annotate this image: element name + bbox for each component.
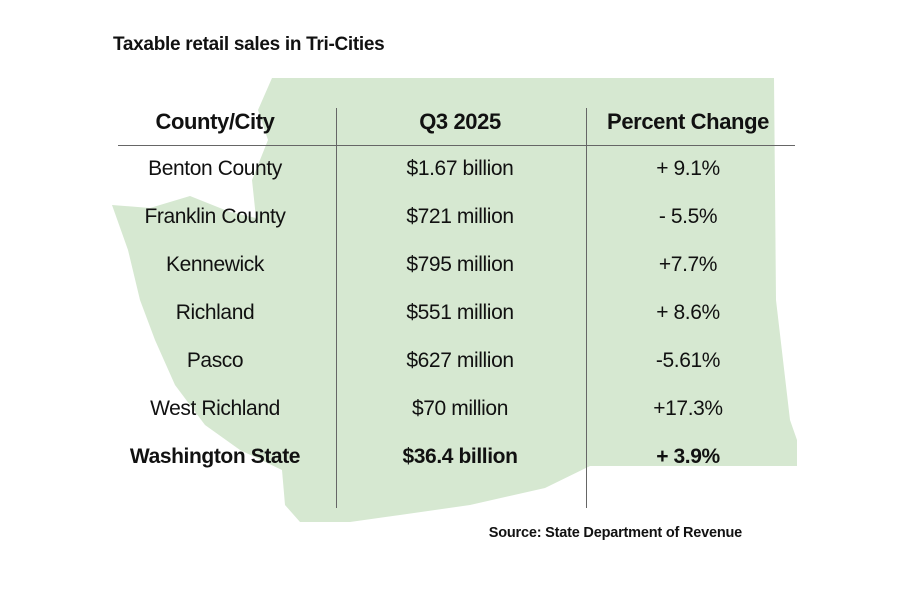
table-cell-percent-change: + 9.1% (656, 157, 720, 180)
table-cell-county-city: Washington State (129, 445, 301, 468)
table-cell-percent-change: + 3.9% (656, 445, 720, 468)
chart-title: Taxable retail sales in Tri-Cities (113, 34, 385, 55)
table-cell-county-city: Franklin County (144, 205, 286, 228)
column-divider (336, 108, 337, 508)
column-header-county-city: County/City (155, 109, 275, 134)
table-cell-q3-2025: $70 million (412, 397, 508, 420)
table-cell-percent-change: - 5.5% (658, 205, 718, 228)
table-cell-q3-2025: $721 million (406, 205, 514, 228)
column-divider (586, 108, 587, 508)
table-cell-county-city: Benton County (148, 157, 282, 180)
table-cell-county-city: Kennewick (166, 253, 264, 276)
table-cell-q3-2025: $627 million (406, 349, 514, 372)
table-cell-q3-2025: $36.4 billion (402, 445, 518, 468)
table-cell-county-city: Richland (175, 301, 255, 324)
table-cell-percent-change: +7.7% (658, 253, 718, 276)
table-cell-q3-2025: $1.67 billion (406, 157, 514, 180)
column-header-percent-change: Percent Change (607, 109, 769, 134)
table-cell-q3-2025: $795 million (406, 253, 514, 276)
header-divider (118, 145, 795, 146)
table-cell-county-city: Pasco (186, 349, 244, 372)
table-cell-percent-change: +17.3% (653, 397, 723, 420)
source-note: Source: State Department of Revenue (488, 525, 742, 541)
table-cell-q3-2025: $551 million (406, 301, 514, 324)
washington-state-shape (112, 78, 797, 522)
table-cell-county-city: West Richland (150, 397, 280, 420)
column-header-q3-2025: Q3 2025 (419, 109, 501, 134)
table-cell-percent-change: -5.61% (655, 349, 721, 372)
table-cell-percent-change: + 8.6% (656, 301, 720, 324)
